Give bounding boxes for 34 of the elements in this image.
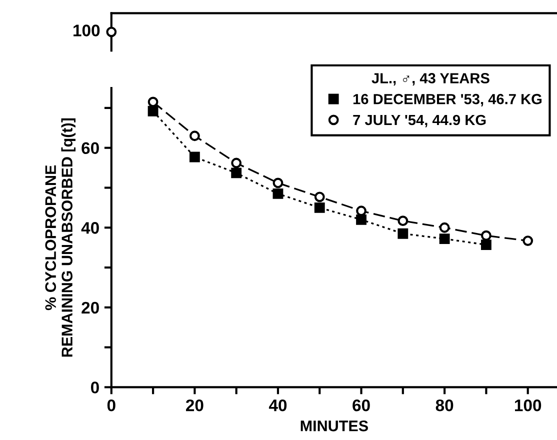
point — [439, 222, 450, 233]
point — [148, 96, 158, 108]
x-tick-label: 20 — [186, 399, 204, 412]
point — [231, 168, 242, 178]
y-tick-label: 60 — [82, 142, 99, 154]
point — [314, 192, 325, 202]
point — [439, 234, 450, 244]
x-tick-label: 0 — [107, 399, 116, 412]
point — [522, 236, 534, 246]
point — [398, 228, 408, 239]
legend-title: JL., ♂, 43 YEARS — [372, 73, 490, 86]
x-tick-label: 60 — [352, 399, 370, 412]
x-tick-label: 100 — [514, 399, 542, 412]
point — [272, 178, 284, 188]
legend-label: 16 DECEMBER '53, 46.7 KG — [353, 94, 542, 106]
point — [189, 130, 200, 142]
point — [189, 152, 200, 162]
legend-label: 7 JULY '54, 44.9 KG — [353, 114, 486, 128]
data-label: 100 — [74, 24, 100, 36]
y-tick-label: 40 — [81, 222, 99, 234]
point — [272, 188, 284, 199]
point — [480, 240, 492, 250]
point — [314, 202, 325, 213]
point — [231, 158, 242, 168]
point — [480, 230, 492, 241]
point — [398, 216, 408, 226]
x-tick-label: 40 — [268, 399, 287, 412]
point — [356, 214, 366, 225]
y-axis-title: % CYCLOPROPANE REMAINING UNABSORBED [q(t)] — [45, 118, 76, 357]
x-axis-title: MINUTES — [300, 420, 368, 432]
y-tick-label: 20 — [82, 302, 99, 314]
point — [148, 106, 158, 116]
x-tick-label: 80 — [436, 399, 454, 412]
y-tick-label: 0 — [90, 382, 99, 394]
